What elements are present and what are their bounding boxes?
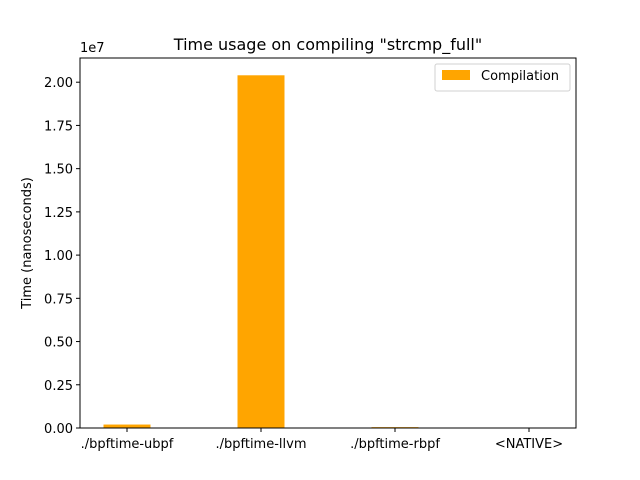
y-tick-label-5: 1.25	[44, 206, 73, 221]
y-ticks-group: 0.00 0.25 0.50 0.75 1.00 1.25 1.50 1.75 2.00	[44, 76, 80, 437]
legend-swatch	[442, 70, 470, 80]
y-tick-label-7: 1.75	[44, 119, 73, 134]
y-offset-label: 1e7	[80, 41, 105, 56]
x-tick-label-1: ./bpftime-llvm	[215, 437, 306, 452]
y-axis-label: Time (nanoseconds)	[20, 177, 35, 310]
x-tick-label-0: ./bpftime-ubpf	[81, 437, 174, 452]
y-tick-label-1: 0.25	[44, 379, 73, 394]
y-tick-label-0: 0.00	[44, 422, 73, 437]
bar-0	[103, 424, 151, 428]
y-tick-label-8: 2.00	[44, 76, 73, 91]
y-tick-label-4: 1.00	[44, 249, 73, 264]
x-tick-label-2: ./bpftime-rbpf	[350, 437, 440, 452]
y-tick-label-2: 0.50	[44, 336, 73, 351]
x-tick-label-3: <NATIVE>	[495, 437, 563, 452]
x-ticks-group: ./bpftime-ubpf ./bpftime-llvm ./bpftime-rb…	[81, 428, 563, 452]
bars-group	[103, 75, 419, 428]
y-tick-label-3: 0.75	[44, 292, 73, 307]
legend-label: Compilation	[481, 69, 559, 84]
y-tick-label-6: 1.50	[44, 163, 73, 178]
plot-frame	[79, 57, 577, 429]
bar-1	[237, 75, 285, 428]
legend: Compilation	[434, 63, 571, 92]
chart-title: Time usage on compiling "strcmp_full"	[173, 35, 482, 55]
